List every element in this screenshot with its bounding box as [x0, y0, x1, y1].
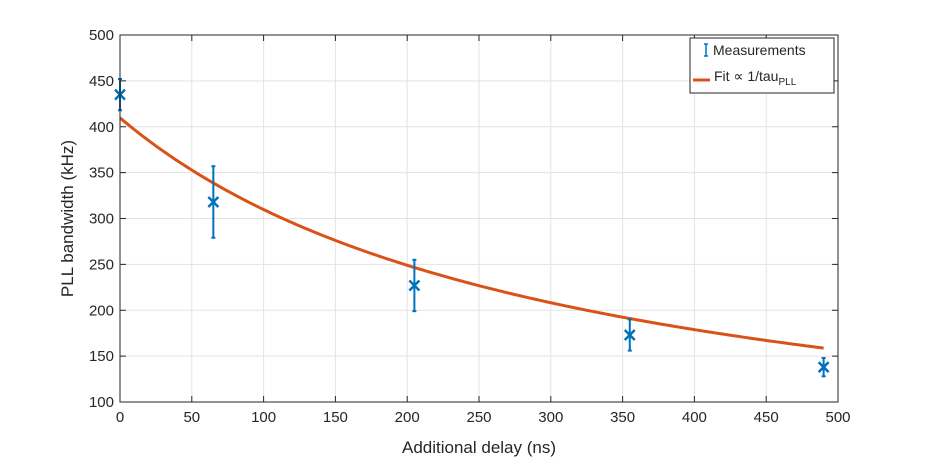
- x-tick-label: 200: [395, 409, 420, 426]
- legend-label-fit-subscript: PLL: [778, 77, 796, 88]
- y-tick-label: 450: [89, 73, 114, 90]
- x-tick-label: 500: [825, 409, 850, 426]
- y-tick-label: 300: [89, 211, 114, 228]
- fit-curve: [119, 116, 824, 350]
- x-tick-label: 400: [682, 409, 707, 426]
- x-axis-label: Additional delay (ns): [402, 438, 556, 457]
- x-tick-label: 300: [538, 409, 563, 426]
- x-tick-label: 350: [610, 409, 635, 426]
- y-tick-label: 200: [89, 302, 114, 319]
- legend: Measurements Fit ∝ 1/tauPLL: [689, 37, 835, 94]
- y-tick-label: 150: [89, 348, 114, 365]
- legend-label-measurements: Measurements: [713, 42, 806, 58]
- y-tick-label: 500: [89, 27, 114, 44]
- legend-label-fit: Fit ∝ 1/tauPLL: [714, 68, 797, 88]
- y-tick-label: 100: [89, 394, 114, 411]
- x-tick-label: 100: [251, 409, 276, 426]
- x-tick-label: 50: [183, 409, 200, 426]
- marker-x-stroke-2: [207, 196, 220, 208]
- legend-box: [689, 37, 835, 94]
- legend-entry-fit: Fit ∝ 1/tauPLL: [693, 68, 797, 88]
- measurement-point: [207, 165, 220, 239]
- marker-x-stroke-2: [817, 361, 830, 374]
- x-tick-label: 450: [754, 409, 779, 426]
- measurement-point: [817, 356, 830, 378]
- x-tick-label: 0: [116, 409, 124, 426]
- legend-entry-measurements: Measurements: [704, 42, 806, 58]
- marker-x-stroke-2: [623, 329, 636, 341]
- y-tick-label: 400: [89, 119, 114, 136]
- measurement-point: [623, 318, 636, 352]
- x-tick-label: 150: [323, 409, 348, 426]
- axis-ticks: 0 50 100 150 200 250 300 350 400 450 500 100 150 200 2…: [89, 27, 851, 426]
- y-axis-label: PLL bandwidth (kHz): [58, 140, 77, 297]
- marker-x-stroke-2: [408, 279, 421, 292]
- x-tick-label: 250: [466, 409, 491, 426]
- legend-label-fit-main: Fit ∝ 1/tau: [714, 68, 778, 84]
- y-tick-label: 350: [89, 165, 114, 182]
- y-tick-label: 250: [89, 256, 114, 273]
- measurement-point: [408, 258, 421, 313]
